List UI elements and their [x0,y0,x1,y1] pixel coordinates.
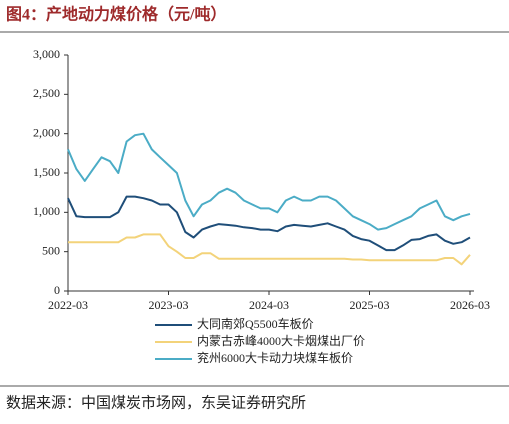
legend-label: 大同南郊Q5500车板价 [197,316,314,331]
y-tick-label: 500 [42,243,60,257]
y-tick-label: 1,500 [33,165,60,179]
y-tick-label: 2,500 [33,86,60,100]
x-tick-label: 2023-03 [149,298,189,312]
y-tick-label: 3,000 [33,47,60,61]
source: 数据来源：中国煤炭市场网，东吴证券研究所 [6,394,306,411]
series-line [68,233,471,266]
chart-title: 图4：产地动力煤价格（元/吨） [6,5,226,24]
y-tick-label: 2,000 [33,125,60,139]
x-tick-label: 2026-03 [450,298,490,312]
y-tick-label: 0 [54,283,60,297]
series-line [67,195,471,252]
x-tick-label: 2025-03 [350,298,390,312]
legend-label: 内蒙古赤峰4000大卡烟煤出厂价 [197,333,365,348]
x-tick-label: 2024-03 [249,298,289,312]
series-line [67,132,471,231]
y-tick-label: 1,000 [33,204,60,218]
x-tick-label: 2022-03 [48,298,88,312]
legend-label: 兖州6000大卡动力块煤车板价 [197,350,353,365]
